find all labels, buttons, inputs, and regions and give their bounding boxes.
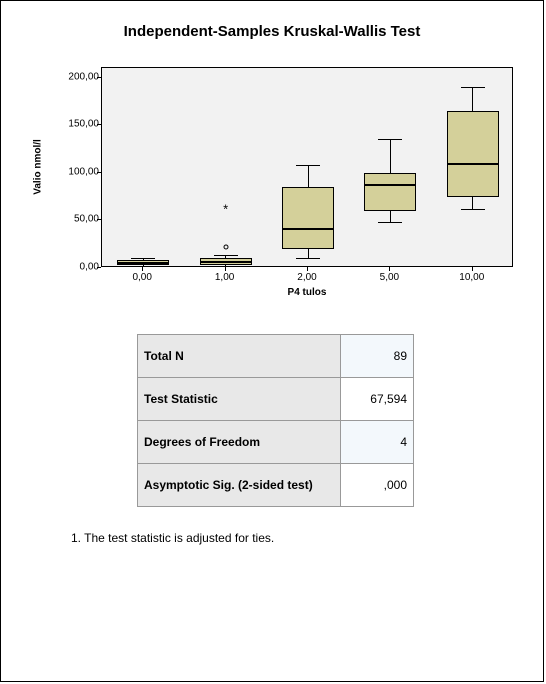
ytick-mark [97,124,101,125]
xtick-mark [142,267,143,271]
whisker-cap [378,139,402,140]
whisker-cap [296,258,320,259]
median-line [117,262,169,264]
whisker-cap [461,209,485,210]
ytick-label: 100,00 [49,166,99,177]
chart-title: Independent-Samples Kruskal-Wallis Test [1,23,543,40]
xtick-label: 5,00 [380,272,399,283]
median-line [282,228,334,230]
xtick-label: 1,00 [215,272,234,283]
xtick-label: 10,00 [459,272,484,283]
whisker-cap [214,255,238,256]
whisker-cap [296,165,320,166]
whisker-cap [131,258,155,259]
footnote: 1. The test statistic is adjusted for ti… [71,531,274,545]
boxplot-chart: Valio nmol/l * P4 tulos 0,0050,00100,001… [41,67,519,302]
stat-value: 67,594 [341,378,414,421]
box [282,187,334,249]
stat-label: Test Statistic [138,378,341,421]
stat-label: Asymptotic Sig. (2-sided test) [138,464,341,507]
whisker-cap [461,87,485,88]
xtick-mark [225,267,226,271]
ytick-mark [97,172,101,173]
table-row: Degrees of Freedom4 [138,421,414,464]
stat-value: 4 [341,421,414,464]
box [364,173,416,211]
whisker-cap [378,222,402,223]
outlier-star-icon: * [223,202,228,215]
y-axis-label: Valio nmol/l [33,139,44,195]
stat-label: Total N [138,335,341,378]
xtick-mark [389,267,390,271]
median-line [364,184,416,186]
stat-value: 89 [341,335,414,378]
xtick-label: 2,00 [297,272,316,283]
ytick-label: 200,00 [49,71,99,82]
stat-label: Degrees of Freedom [138,421,341,464]
xtick-mark [472,267,473,271]
table-row: Total N89 [138,335,414,378]
whisker-cap [131,266,155,267]
page-frame: Independent-Samples Kruskal-Wallis Test … [0,0,544,682]
ytick-mark [97,267,101,268]
median-line [200,261,252,263]
xtick-mark [307,267,308,271]
stat-value: ,000 [341,464,414,507]
stats-table: Total N89Test Statistic67,594Degrees of … [137,334,414,507]
ytick-mark [97,77,101,78]
outlier-circle-icon [223,245,228,250]
x-axis-label: P4 tulos [101,287,513,298]
ytick-label: 150,00 [49,119,99,130]
ytick-label: 0,00 [49,262,99,273]
ytick-label: 50,00 [49,214,99,225]
ytick-mark [97,219,101,220]
whisker-cap [214,266,238,267]
box [447,111,499,197]
table-row: Asymptotic Sig. (2-sided test),000 [138,464,414,507]
plot-area: * [101,67,513,267]
table-row: Test Statistic67,594 [138,378,414,421]
median-line [447,163,499,165]
xtick-label: 0,00 [132,272,151,283]
